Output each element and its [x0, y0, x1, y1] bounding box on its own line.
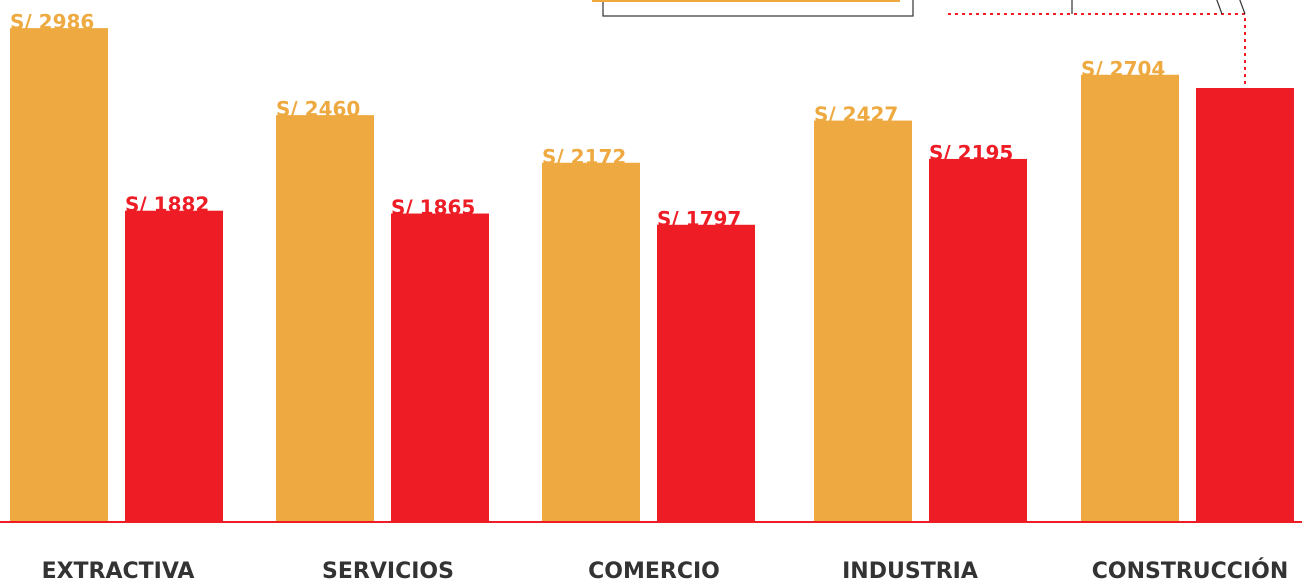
value-label: S/ 2704 — [1081, 57, 1165, 81]
decor-box — [602, 0, 914, 17]
bar — [929, 158, 1027, 522]
value-label: S/ 1882 — [125, 193, 209, 217]
value-label: S/ 1865 — [391, 196, 475, 220]
decor-frame — [1071, 0, 1246, 15]
bar — [1081, 74, 1179, 522]
bar — [276, 115, 374, 523]
bar — [125, 210, 223, 522]
x-tick-label: SERVICIOS — [322, 559, 454, 580]
x-tick-label: INDUSTRIA — [842, 559, 978, 580]
value-label: S/ 2460 — [276, 97, 360, 121]
decor-bar — [592, 0, 900, 2]
bar — [657, 224, 755, 522]
x-tick-label: COMERCIO — [588, 559, 720, 580]
value-label: S/ 2427 — [814, 103, 898, 127]
bar — [814, 120, 912, 522]
bar — [10, 28, 108, 523]
value-label: S/ 2986 — [10, 10, 94, 34]
x-tick-label: CONSTRUCCIÓN — [1092, 558, 1289, 580]
value-label: S/ 2172 — [542, 145, 626, 169]
bar — [1196, 87, 1294, 522]
value-label: S/ 2195 — [929, 141, 1013, 165]
bar — [391, 213, 489, 523]
value-label: S/ 1797 — [657, 207, 741, 231]
x-tick-label: EXTRACTIVA — [42, 559, 195, 580]
bar — [542, 162, 640, 522]
